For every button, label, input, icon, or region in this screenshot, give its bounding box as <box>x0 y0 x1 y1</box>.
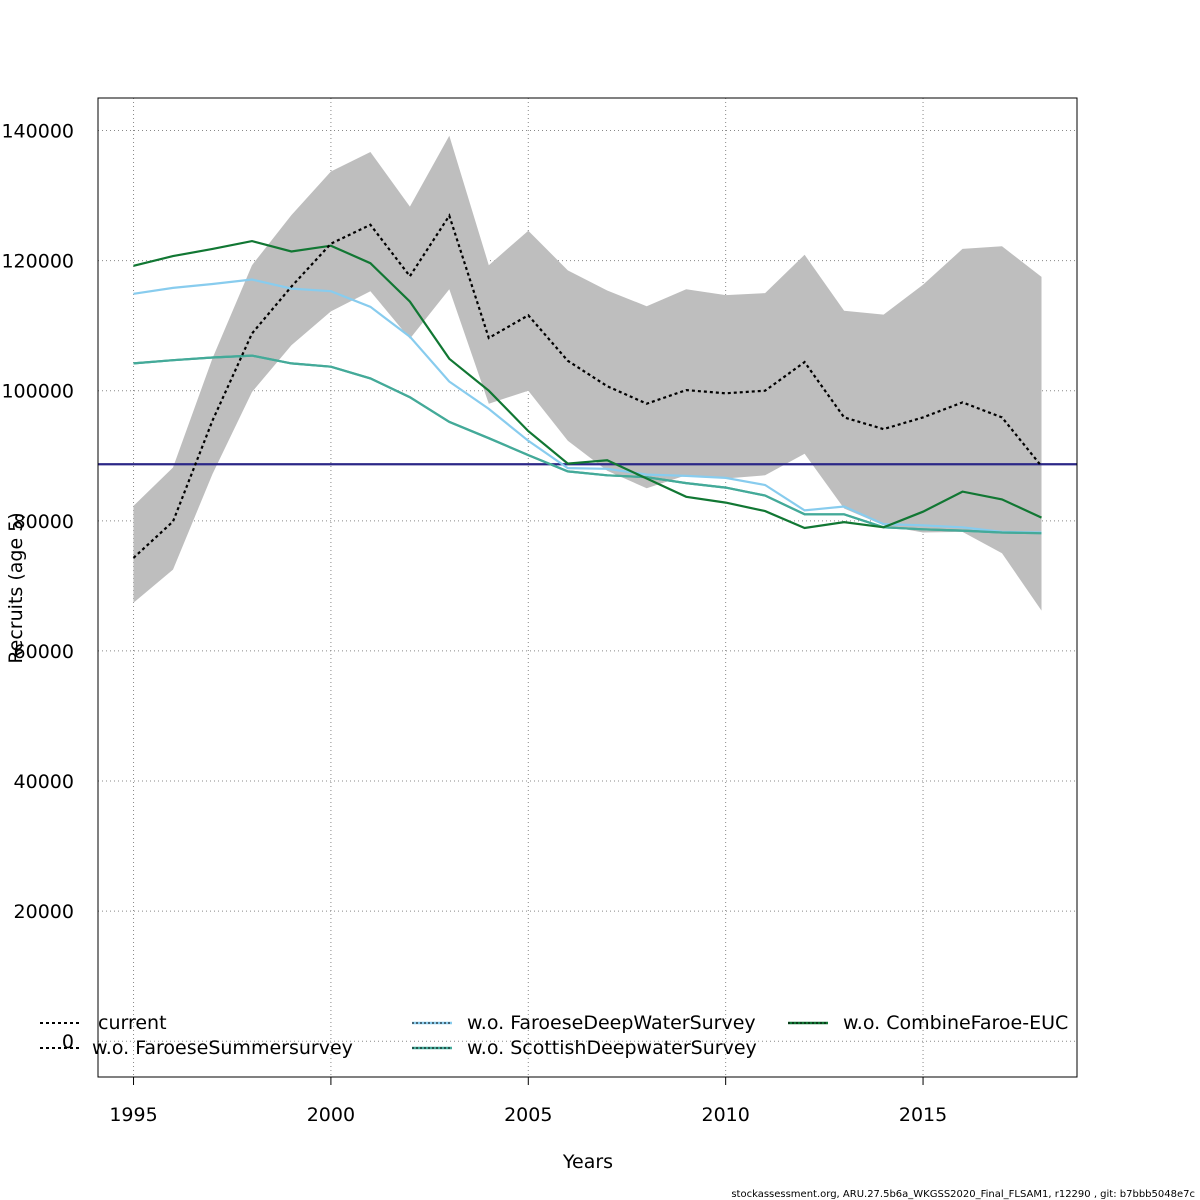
y-tick-label: 120000 <box>1 251 74 273</box>
legend: current w.o. FaroeseSummersurvey w.o. Faro… <box>40 1012 1068 1059</box>
x-axis-title: Years <box>562 1151 613 1173</box>
legend-label: w.o. FaroeseSummersurvey <box>92 1037 353 1059</box>
x-tick-label: 1995 <box>109 1104 157 1126</box>
legend-label: current <box>98 1012 167 1034</box>
series-line-w-o-combinefaroe-euc <box>133 239 1042 530</box>
legend-item-w-o-scottishdeepwatersurvey: w.o. ScottishDeepwaterSurvey <box>412 1037 757 1059</box>
x-tick-label: 2000 <box>307 1104 355 1126</box>
legend-label: w.o. CombineFaroe-EUC <box>843 1012 1068 1034</box>
y-tick-label: 0 <box>62 1031 74 1053</box>
legend-label: w.o. ScottishDeepwaterSurvey <box>467 1037 757 1059</box>
confidence-band <box>133 135 1042 611</box>
legend-item-w-o-faroesedeepwatersurvey: w.o. FaroeseDeepWaterSurvey <box>412 1012 756 1034</box>
series-line-w-o-scottishdeepwatersurvey <box>133 354 1042 535</box>
y-axis: 0 20000 40000 60000 80000 100000 120000 140000 <box>1 121 74 1054</box>
plot-frame <box>97 97 1078 1078</box>
y-tick-label: 80000 <box>14 511 74 533</box>
legend-item-w-o-faroesesummersurvey: w.o. FaroeseSummersurvey <box>40 1037 353 1059</box>
y-tick-label: 100000 <box>1 381 74 403</box>
legend-label: w.o. FaroeseDeepWaterSurvey <box>467 1012 756 1034</box>
grid-lines <box>98 98 1077 1077</box>
x-axis: 1995 2000 2005 2010 2015 <box>109 1077 947 1126</box>
y-tick-label: 20000 <box>14 901 74 923</box>
footer-credit: stockassessment.org, ARU.27.5b6a_WKGSS20… <box>731 1189 1195 1200</box>
y-tick-label: 140000 <box>1 121 74 143</box>
x-tick-label: 2010 <box>701 1104 749 1126</box>
series-line-current <box>132 213 1043 559</box>
x-tick-label: 2005 <box>504 1104 552 1126</box>
legend-item-w-o-combinefaroe-euc: w.o. CombineFaroe-EUC <box>788 1012 1068 1034</box>
series-lines-group <box>132 213 1043 559</box>
y-tick-label: 40000 <box>14 771 74 793</box>
x-tick-label: 2015 <box>899 1104 947 1126</box>
y-tick-label: 60000 <box>14 641 74 663</box>
confidence-band-group <box>133 135 1042 611</box>
legend-item-current: current <box>40 1012 167 1034</box>
y-axis-title: Recruits (age 5) <box>5 512 27 663</box>
